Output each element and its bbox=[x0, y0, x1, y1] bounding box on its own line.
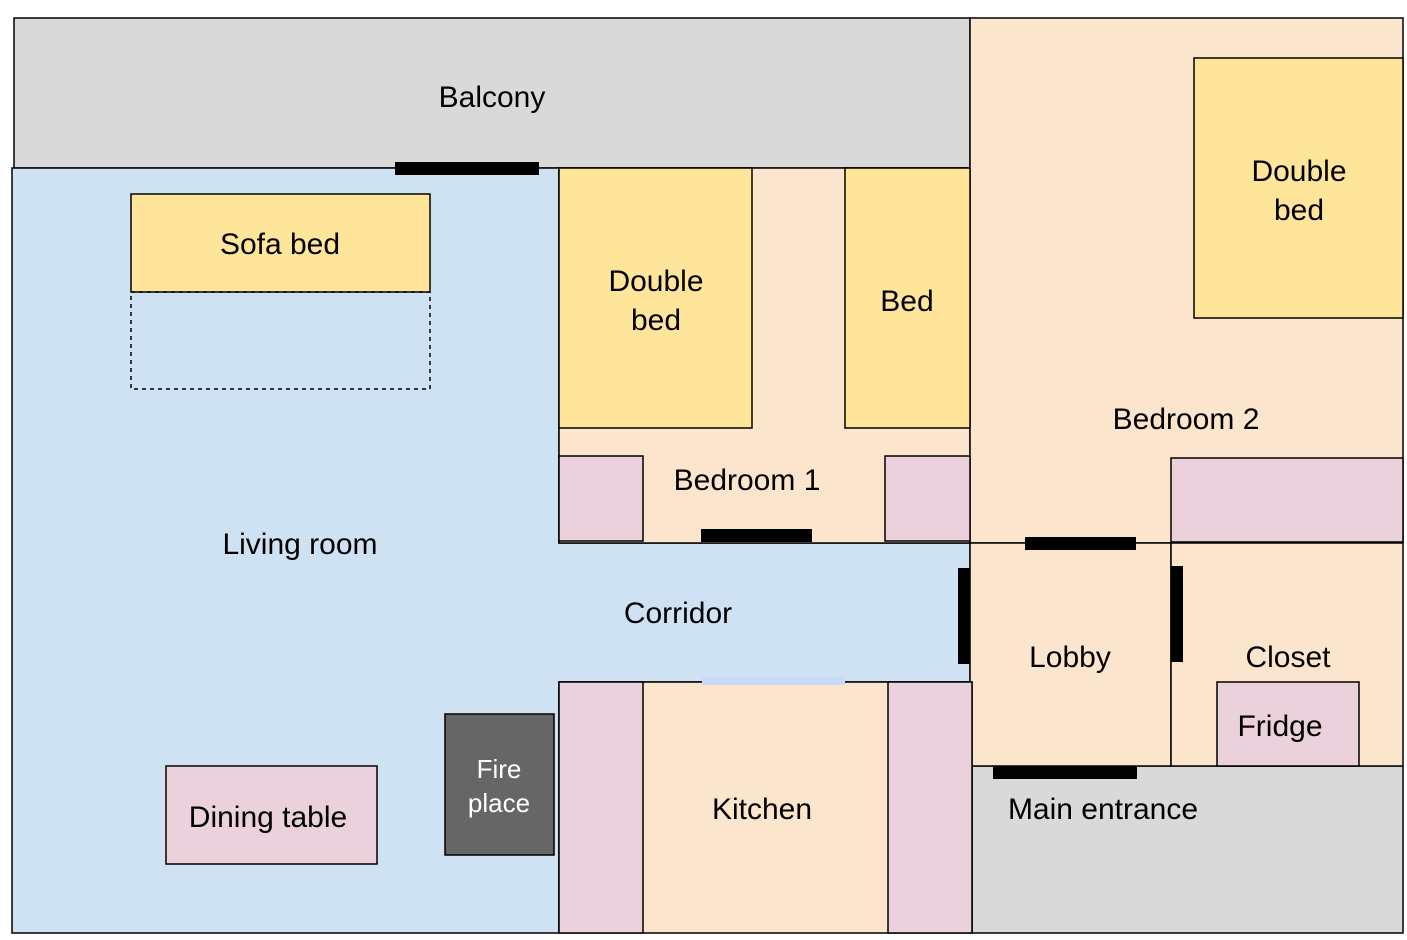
lobby-label: Lobby bbox=[1029, 641, 1111, 674]
double-bed-2-label-line1: Double bbox=[1251, 155, 1346, 188]
bedroom-1-cabinet-right bbox=[884, 455, 971, 542]
fridge-label: Fridge bbox=[1237, 710, 1322, 743]
double-bed-bedroom-1 bbox=[558, 167, 753, 429]
bedroom-1-label: Bedroom 1 bbox=[674, 464, 821, 497]
bedroom-2-wardrobe bbox=[1170, 457, 1404, 543]
sofa-bed bbox=[130, 193, 431, 293]
balcony-label: Balcony bbox=[439, 81, 546, 114]
bedroom-1-door bbox=[701, 529, 812, 542]
main-entrance-area bbox=[971, 765, 1404, 934]
sofa-bed-label: Sofa bed bbox=[220, 228, 340, 261]
single-bed bbox=[844, 167, 971, 429]
bedroom-2-label: Bedroom 2 bbox=[1113, 403, 1260, 436]
balcony-door bbox=[395, 162, 539, 175]
fireplace-label-line2: place bbox=[468, 788, 530, 818]
bedroom-2-door bbox=[1025, 537, 1136, 550]
dining-table-label: Dining table bbox=[189, 801, 347, 834]
living-room-label: Living room bbox=[222, 528, 377, 561]
dining-table bbox=[165, 765, 378, 865]
kitchen-counter-right bbox=[887, 681, 973, 934]
double-bed-bedroom-2 bbox=[1193, 57, 1404, 319]
lobby-area bbox=[969, 542, 1172, 767]
main-entrance-door bbox=[993, 766, 1137, 779]
fridge bbox=[1216, 681, 1360, 767]
fireplace bbox=[444, 713, 555, 856]
kitchen-counter-left bbox=[558, 681, 644, 934]
double-bed-1-label-line2: bed bbox=[631, 304, 681, 337]
main-entrance-label: Main entrance bbox=[1008, 793, 1198, 826]
double-bed-2-label-line2: bed bbox=[1274, 194, 1324, 227]
sofa-bed-extension bbox=[130, 291, 431, 390]
closet-door bbox=[1171, 566, 1183, 662]
balcony-area bbox=[13, 17, 971, 169]
double-bed-1-label-line1: Double bbox=[608, 265, 703, 298]
lobby-door bbox=[958, 568, 970, 664]
kitchen-opening bbox=[702, 677, 845, 685]
fireplace-label-line1: Fire bbox=[477, 754, 522, 784]
bed-label: Bed bbox=[880, 285, 933, 318]
closet-label: Closet bbox=[1245, 641, 1331, 674]
corridor-label: Corridor bbox=[624, 597, 732, 630]
bedroom-1-cabinet-left bbox=[558, 455, 644, 542]
kitchen-label: Kitchen bbox=[712, 793, 812, 826]
